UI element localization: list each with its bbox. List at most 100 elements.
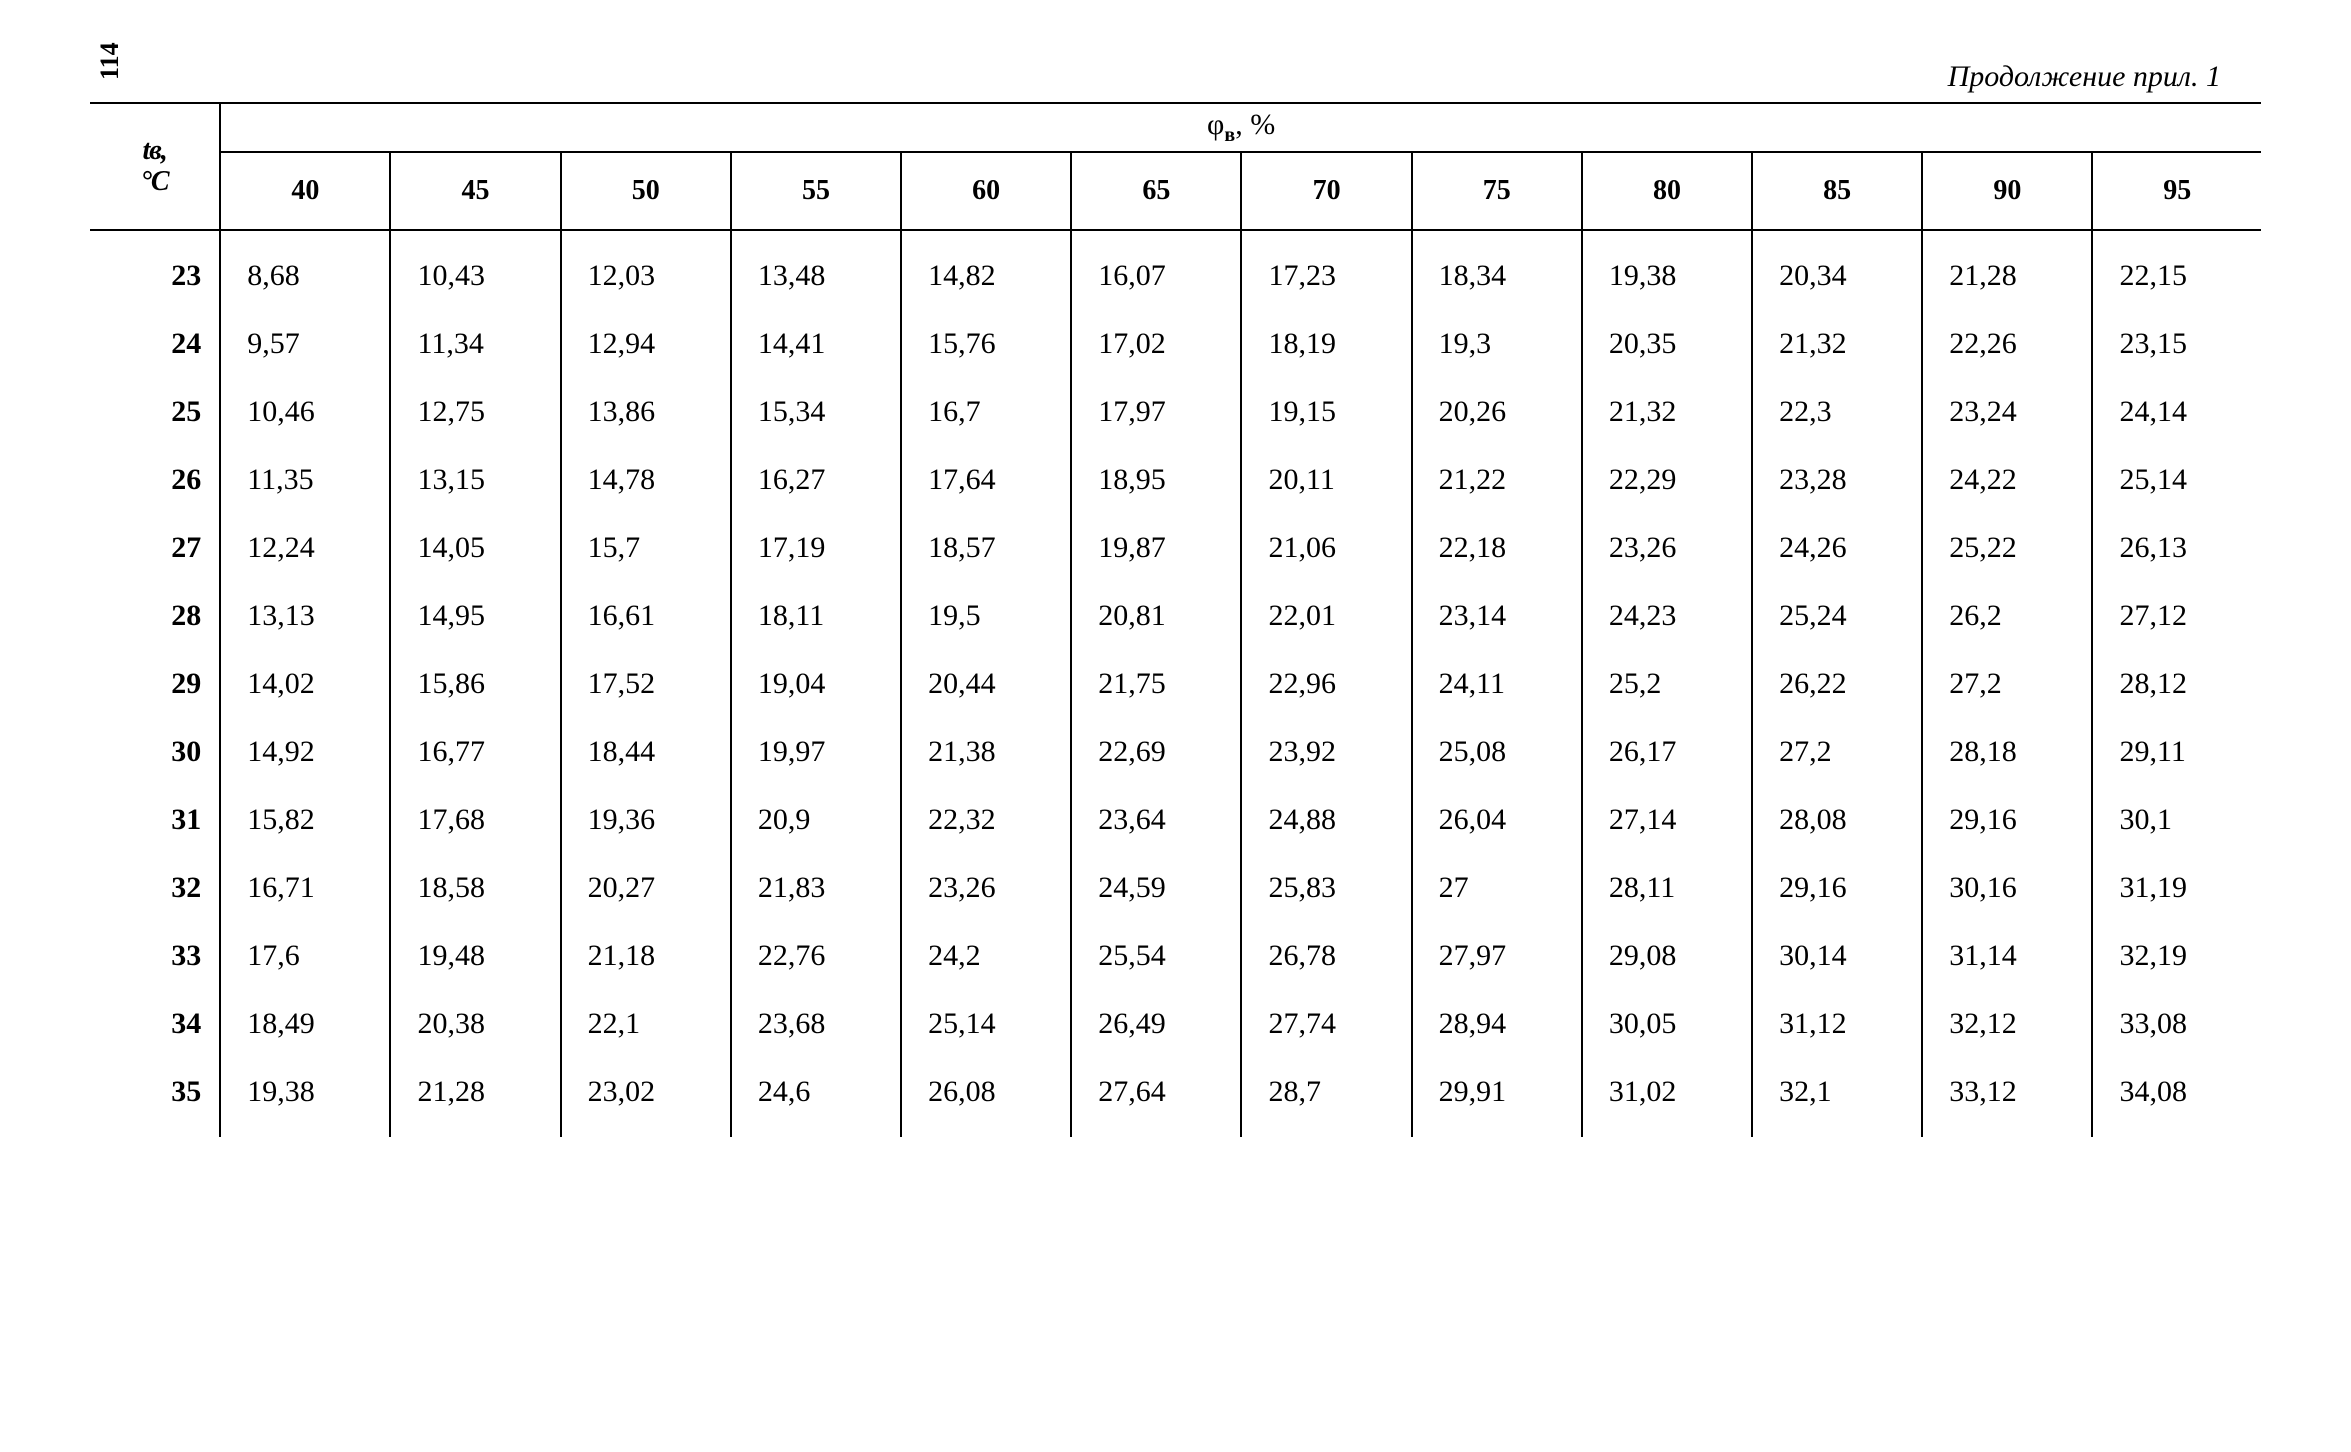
table-cell: 16,77 bbox=[390, 718, 560, 786]
table-cell: 21,28 bbox=[390, 1058, 560, 1137]
table-cell: 26,22 bbox=[1752, 650, 1922, 718]
appendix-caption: Продолжение прил. 1 bbox=[90, 60, 2261, 94]
column-header: 60 bbox=[901, 152, 1071, 230]
table-cell: 19,3 bbox=[1412, 310, 1582, 378]
table-cell: 31,19 bbox=[2092, 854, 2261, 922]
table-cell: 30,14 bbox=[1752, 922, 1922, 990]
table-cell: 28,7 bbox=[1241, 1058, 1411, 1137]
row-label: 29 bbox=[90, 650, 220, 718]
column-header: 75 bbox=[1412, 152, 1582, 230]
table-cell: 16,7 bbox=[901, 378, 1071, 446]
table-cell: 14,05 bbox=[390, 514, 560, 582]
table-row: 238,6810,4312,0313,4814,8216,0717,2318,3… bbox=[90, 230, 2261, 310]
table-cell: 24,22 bbox=[1922, 446, 2092, 514]
row-label: 25 bbox=[90, 378, 220, 446]
table-cell: 18,95 bbox=[1071, 446, 1241, 514]
table-cell: 24,2 bbox=[901, 922, 1071, 990]
table-cell: 26,17 bbox=[1582, 718, 1752, 786]
table-cell: 22,15 bbox=[2092, 230, 2261, 310]
table-cell: 32,19 bbox=[2092, 922, 2261, 990]
table-cell: 22,26 bbox=[1922, 310, 2092, 378]
table-cell: 16,27 bbox=[731, 446, 901, 514]
table-cell: 17,52 bbox=[561, 650, 731, 718]
table-cell: 31,14 bbox=[1922, 922, 2092, 990]
table-cell: 26,08 bbox=[901, 1058, 1071, 1137]
table-row: 2813,1314,9516,6118,1119,520,8122,0123,1… bbox=[90, 582, 2261, 650]
table-cell: 20,34 bbox=[1752, 230, 1922, 310]
table-cell: 24,59 bbox=[1071, 854, 1241, 922]
table-cell: 10,46 bbox=[220, 378, 390, 446]
table-cell: 20,9 bbox=[731, 786, 901, 854]
row-label: 30 bbox=[90, 718, 220, 786]
table-cell: 19,15 bbox=[1241, 378, 1411, 446]
table-cell: 27,97 bbox=[1412, 922, 1582, 990]
table-cell: 23,02 bbox=[561, 1058, 731, 1137]
table-cell: 23,28 bbox=[1752, 446, 1922, 514]
table-cell: 14,41 bbox=[731, 310, 901, 378]
table-cell: 21,83 bbox=[731, 854, 901, 922]
table-cell: 17,97 bbox=[1071, 378, 1241, 446]
table-cell: 26,78 bbox=[1241, 922, 1411, 990]
row-header-label: tв, °C bbox=[90, 103, 220, 230]
table-cell: 19,48 bbox=[390, 922, 560, 990]
column-header: 90 bbox=[1922, 152, 2092, 230]
row-label: 34 bbox=[90, 990, 220, 1058]
row-label: 23 bbox=[90, 230, 220, 310]
table-cell: 16,07 bbox=[1071, 230, 1241, 310]
table-cell: 19,36 bbox=[561, 786, 731, 854]
table-cell: 12,75 bbox=[390, 378, 560, 446]
table-cell: 14,95 bbox=[390, 582, 560, 650]
table-cell: 24,26 bbox=[1752, 514, 1922, 582]
table-cell: 20,35 bbox=[1582, 310, 1752, 378]
table-cell: 26,2 bbox=[1922, 582, 2092, 650]
table-cell: 25,22 bbox=[1922, 514, 2092, 582]
table-cell: 25,83 bbox=[1241, 854, 1411, 922]
table-cell: 20,27 bbox=[561, 854, 731, 922]
table-cell: 19,87 bbox=[1071, 514, 1241, 582]
table-cell: 28,08 bbox=[1752, 786, 1922, 854]
table-row: 3216,7118,5820,2721,8323,2624,5925,83272… bbox=[90, 854, 2261, 922]
table-cell: 20,44 bbox=[901, 650, 1071, 718]
column-header: 95 bbox=[2092, 152, 2261, 230]
table-cell: 32,1 bbox=[1752, 1058, 1922, 1137]
table-body: 238,6810,4312,0313,4814,8216,0717,2318,3… bbox=[90, 230, 2261, 1137]
column-header: 40 bbox=[220, 152, 390, 230]
table-cell: 20,11 bbox=[1241, 446, 1411, 514]
table-cell: 19,04 bbox=[731, 650, 901, 718]
table-cell: 21,28 bbox=[1922, 230, 2092, 310]
table-cell: 23,92 bbox=[1241, 718, 1411, 786]
super-header-label: φв, % bbox=[220, 103, 2261, 152]
table-cell: 9,57 bbox=[220, 310, 390, 378]
table-cell: 27,74 bbox=[1241, 990, 1411, 1058]
table-cell: 27,12 bbox=[2092, 582, 2261, 650]
table-cell: 18,19 bbox=[1241, 310, 1411, 378]
table-cell: 22,76 bbox=[731, 922, 901, 990]
table-cell: 17,68 bbox=[390, 786, 560, 854]
column-header: 65 bbox=[1071, 152, 1241, 230]
table-cell: 21,75 bbox=[1071, 650, 1241, 718]
table-cell: 23,24 bbox=[1922, 378, 2092, 446]
table-cell: 15,76 bbox=[901, 310, 1071, 378]
table-cell: 29,16 bbox=[1922, 786, 2092, 854]
table-cell: 26,04 bbox=[1412, 786, 1582, 854]
table-cell: 29,08 bbox=[1582, 922, 1752, 990]
table-cell: 22,3 bbox=[1752, 378, 1922, 446]
table-cell: 33,08 bbox=[2092, 990, 2261, 1058]
table-cell: 20,38 bbox=[390, 990, 560, 1058]
row-label: 28 bbox=[90, 582, 220, 650]
table-cell: 22,1 bbox=[561, 990, 731, 1058]
column-header-row: 404550556065707580859095 bbox=[90, 152, 2261, 230]
table-cell: 22,96 bbox=[1241, 650, 1411, 718]
row-label: 26 bbox=[90, 446, 220, 514]
column-header: 55 bbox=[731, 152, 901, 230]
table-cell: 22,32 bbox=[901, 786, 1071, 854]
table-cell: 34,08 bbox=[2092, 1058, 2261, 1137]
table-cell: 19,5 bbox=[901, 582, 1071, 650]
row-label: 32 bbox=[90, 854, 220, 922]
table-cell: 17,02 bbox=[1071, 310, 1241, 378]
row-label: 35 bbox=[90, 1058, 220, 1137]
table-row: 3014,9216,7718,4419,9721,3822,6923,9225,… bbox=[90, 718, 2261, 786]
table-cell: 25,24 bbox=[1752, 582, 1922, 650]
table-cell: 25,54 bbox=[1071, 922, 1241, 990]
column-header: 45 bbox=[390, 152, 560, 230]
